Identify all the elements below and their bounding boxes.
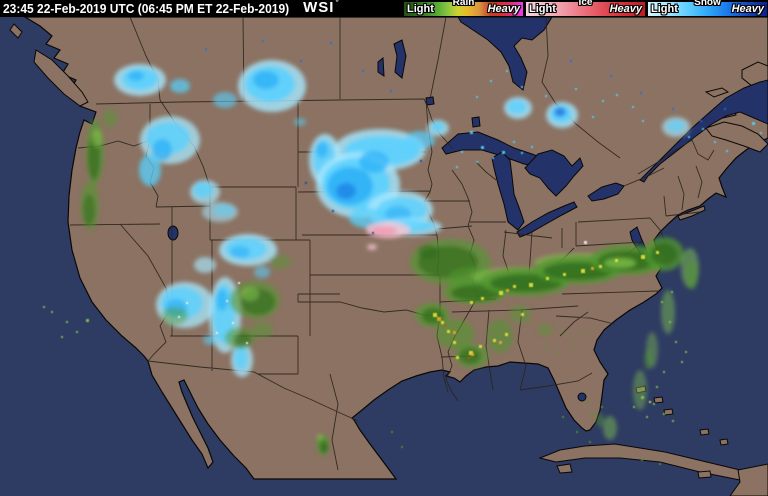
lake-huron — [524, 149, 584, 197]
lake-erie — [516, 201, 578, 238]
hudson-bay — [457, 17, 553, 91]
radar-precipitation-specks — [43, 40, 762, 465]
hispaniola — [729, 463, 768, 496]
ice-label: Ice — [578, 0, 593, 8]
lake-okeechobee — [577, 392, 587, 402]
precip-legend: Rain Light Heavy Ice Light Heavy Snow Li… — [402, 0, 768, 17]
degree-mark: ° — [335, 0, 340, 7]
rain-gradient-bar — [404, 2, 523, 16]
rain-label: Rain — [452, 0, 475, 8]
lake-ontario — [587, 182, 625, 202]
snow-heavy-label: Heavy — [731, 3, 764, 15]
radar-map — [0, 17, 768, 496]
snow-light-label: Light — [651, 3, 678, 15]
radar-precipitation-blobs — [81, 60, 699, 455]
lake-nipigon — [471, 116, 481, 128]
haida-gwaii — [9, 23, 23, 39]
ice-light-label: Light — [529, 3, 556, 15]
lake-winnipeg — [393, 39, 407, 79]
ice-heavy-label: Heavy — [609, 3, 642, 15]
timestamp-label: 23:45 22-Feb-2019 UTC (06:45 PM ET 22-Fe… — [3, 1, 290, 16]
legend-snow: Snow Light Heavy — [647, 0, 768, 17]
nova-scotia — [705, 121, 768, 153]
snow-label: Snow — [694, 0, 721, 8]
wsi-logo: WSI° — [303, 0, 340, 16]
rain-light-label: Light — [407, 3, 434, 15]
header-bar: 23:45 22-Feb-2019 UTC (06:45 PM ET 22-Fe… — [0, 0, 768, 17]
legend-rain: Rain Light Heavy — [403, 0, 524, 17]
isle-of-youth — [556, 463, 573, 474]
jamaica — [697, 470, 712, 479]
anticosti-island — [704, 87, 730, 98]
ice-gradient-bar — [526, 2, 645, 16]
vancouver-island — [33, 49, 89, 107]
gulf-of-st-lawrence — [639, 79, 768, 183]
snow-gradient-bar — [648, 2, 767, 16]
lake-michigan — [491, 151, 525, 231]
rain-heavy-label: Heavy — [487, 3, 520, 15]
legend-ice: Ice Light Heavy — [525, 0, 646, 17]
lake-manitoba — [377, 57, 385, 77]
great-salt-lake — [167, 225, 179, 241]
